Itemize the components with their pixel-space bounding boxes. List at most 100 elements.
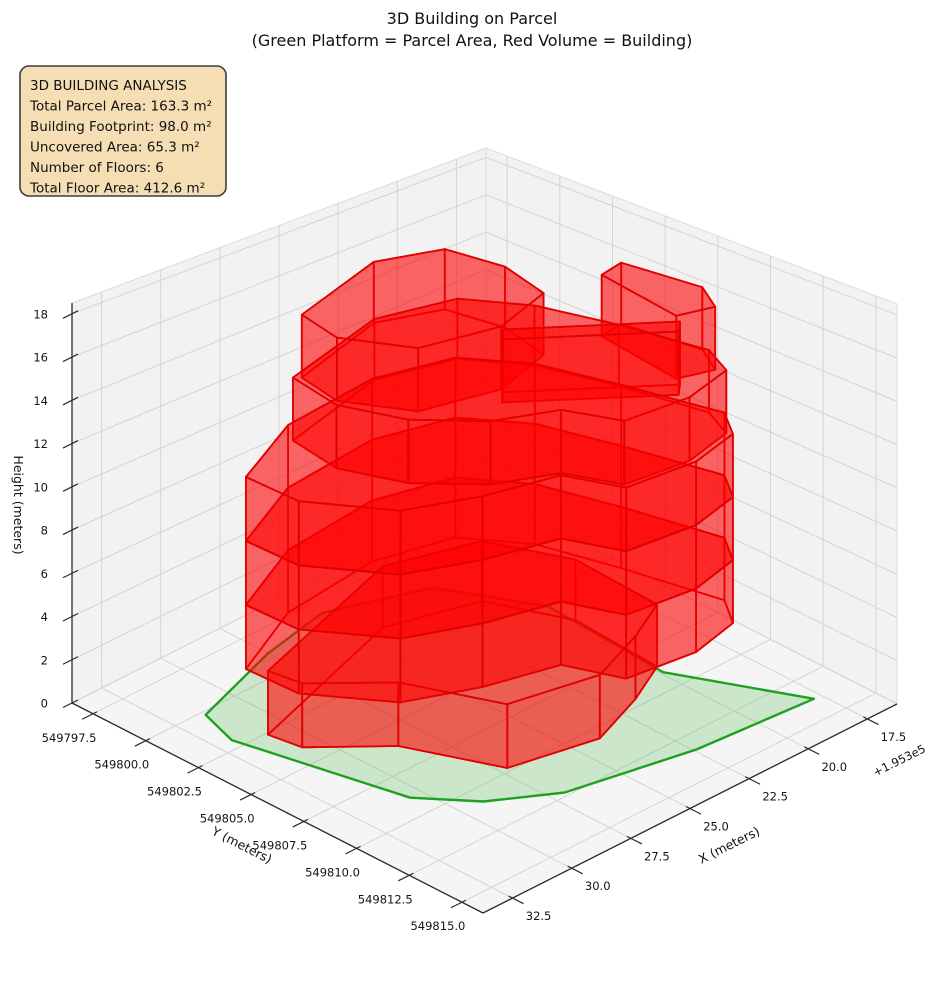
x-tick-mark	[744, 776, 761, 785]
grid-line-y-floor	[408, 665, 824, 876]
y-tick-label: 549807.5	[252, 838, 307, 852]
y-tick-label: 549800.0	[94, 758, 149, 772]
grid-line-x-floor	[101, 687, 513, 899]
grid-line-z	[71, 156, 898, 316]
x-tick-label: 20.0	[821, 760, 847, 774]
z-tick-mark	[62, 440, 79, 449]
grid-line-z	[71, 381, 898, 575]
building-face	[335, 336, 420, 413]
z-tick-mark	[62, 656, 79, 665]
analysis-info-box: 3D BUILDING ANALYSIS Total Parcel Area: …	[19, 65, 227, 197]
x-tick-mark	[626, 835, 643, 845]
plot-subtitle: (Green Platform = Parcel Area, Red Volum…	[252, 31, 693, 50]
y-tick-mark	[187, 765, 203, 774]
plot-3d-view[interactable]: 549797.5 549800.0 549802.5 549805.0 549807.5…	[33, 147, 906, 933]
z-tick-label: 8	[41, 524, 48, 538]
grid-line-z	[71, 306, 898, 489]
building-face	[335, 403, 410, 485]
y-tick-label: 549815.0	[410, 919, 465, 933]
parcel-area-polygon	[204, 586, 816, 803]
x-tick-label: 30.0	[585, 879, 611, 893]
y-tick-label: 549802.5	[147, 785, 202, 799]
grid-line-z	[71, 456, 898, 662]
z-tick-mark	[62, 526, 79, 536]
x-tick-mark	[863, 716, 879, 726]
z-tick-label: 10	[33, 480, 48, 494]
x-tick-label: 22.5	[762, 790, 788, 804]
grid-line-z	[71, 194, 898, 359]
grid-line-x-floor	[397, 538, 809, 750]
building-face	[297, 564, 402, 640]
grid-line-y-floor	[356, 638, 771, 849]
x-tick-mark	[804, 746, 820, 755]
x-tick-mark	[508, 895, 524, 905]
info-line: Number of Floors: 6	[30, 160, 164, 176]
info-line: Building Footprint: 98.0 m²	[30, 119, 212, 135]
y-tick-label: 549810.0	[305, 865, 360, 879]
z-tick-mark	[62, 569, 79, 579]
x-tick-label: 27.5	[644, 849, 670, 863]
x-tick-label: 32.5	[526, 909, 552, 923]
y-tick-mark	[450, 899, 467, 909]
grid-line-y-floor	[92, 504, 508, 715]
z-axis-label: Height (meters)	[11, 455, 26, 554]
x-tick-mark	[685, 805, 702, 815]
y-tick-mark	[81, 711, 98, 720]
info-line: Uncovered Area: 65.3 m²	[30, 140, 200, 156]
y-tick-mark	[345, 845, 361, 855]
building-face	[297, 628, 402, 704]
building-face	[560, 408, 626, 486]
y-tick-label: 549805.0	[200, 812, 255, 826]
z-tick-label: 12	[33, 437, 48, 451]
plot-data	[204, 248, 816, 803]
grid-line-x-floor	[337, 568, 750, 780]
z-tick-mark	[62, 483, 79, 492]
z-tick-mark	[62, 396, 79, 406]
info-line: Total Parcel Area: 163.3 m²	[29, 99, 212, 115]
info-box-background	[19, 65, 227, 197]
z-tick-mark	[62, 699, 79, 709]
z-tick-label: 2	[41, 653, 48, 667]
grid-line-z	[71, 493, 898, 705]
building-face	[407, 418, 492, 486]
y-tick-label: 549797.5	[42, 731, 97, 745]
grid-line-y-floor	[461, 692, 877, 903]
z-tick-mark	[62, 353, 79, 363]
building-face	[600, 261, 717, 317]
building-face	[500, 320, 681, 341]
info-line: Total Floor Area: 412.6 m²	[29, 181, 205, 197]
info-line: 3D BUILDING ANALYSIS	[30, 78, 187, 94]
z-tick-label: 18	[33, 307, 48, 321]
y-tick-label: 549812.5	[358, 892, 413, 906]
z-tick-label: 14	[33, 394, 48, 408]
building-face	[489, 408, 562, 486]
x-axis-offset-text: +1.953e5	[871, 741, 928, 779]
y-tick-mark	[397, 872, 414, 882]
z-tick-label: 16	[33, 351, 48, 365]
building-face	[560, 474, 628, 553]
grid-line-y-floor	[250, 585, 666, 795]
z-tick-mark	[62, 310, 79, 319]
building-face	[399, 495, 484, 576]
z-tick-label: 6	[41, 567, 48, 581]
x-tick-label: 17.5	[881, 730, 907, 744]
z-tick-mark	[62, 612, 79, 622]
axes-spines-ticks: 549797.5 549800.0 549802.5 549805.0 549807.5…	[33, 303, 906, 933]
y-tick-mark	[134, 738, 151, 747]
plot-title: 3D Building on Parcel	[387, 9, 558, 28]
x-tick-mark	[567, 865, 583, 875]
grid-line-z	[71, 231, 898, 402]
y-tick-mark	[239, 792, 256, 801]
building-face	[397, 681, 509, 769]
z-tick-label: 4	[41, 610, 48, 624]
y-axis-spine	[71, 702, 484, 914]
y-tick-mark	[292, 818, 309, 828]
grid-line-x-floor	[219, 627, 632, 839]
grid-line-z	[71, 343, 898, 532]
z-tick-label: 0	[41, 697, 48, 711]
building-face	[297, 500, 402, 576]
x-tick-label: 25.0	[703, 820, 729, 834]
grid-line-z	[71, 269, 898, 445]
